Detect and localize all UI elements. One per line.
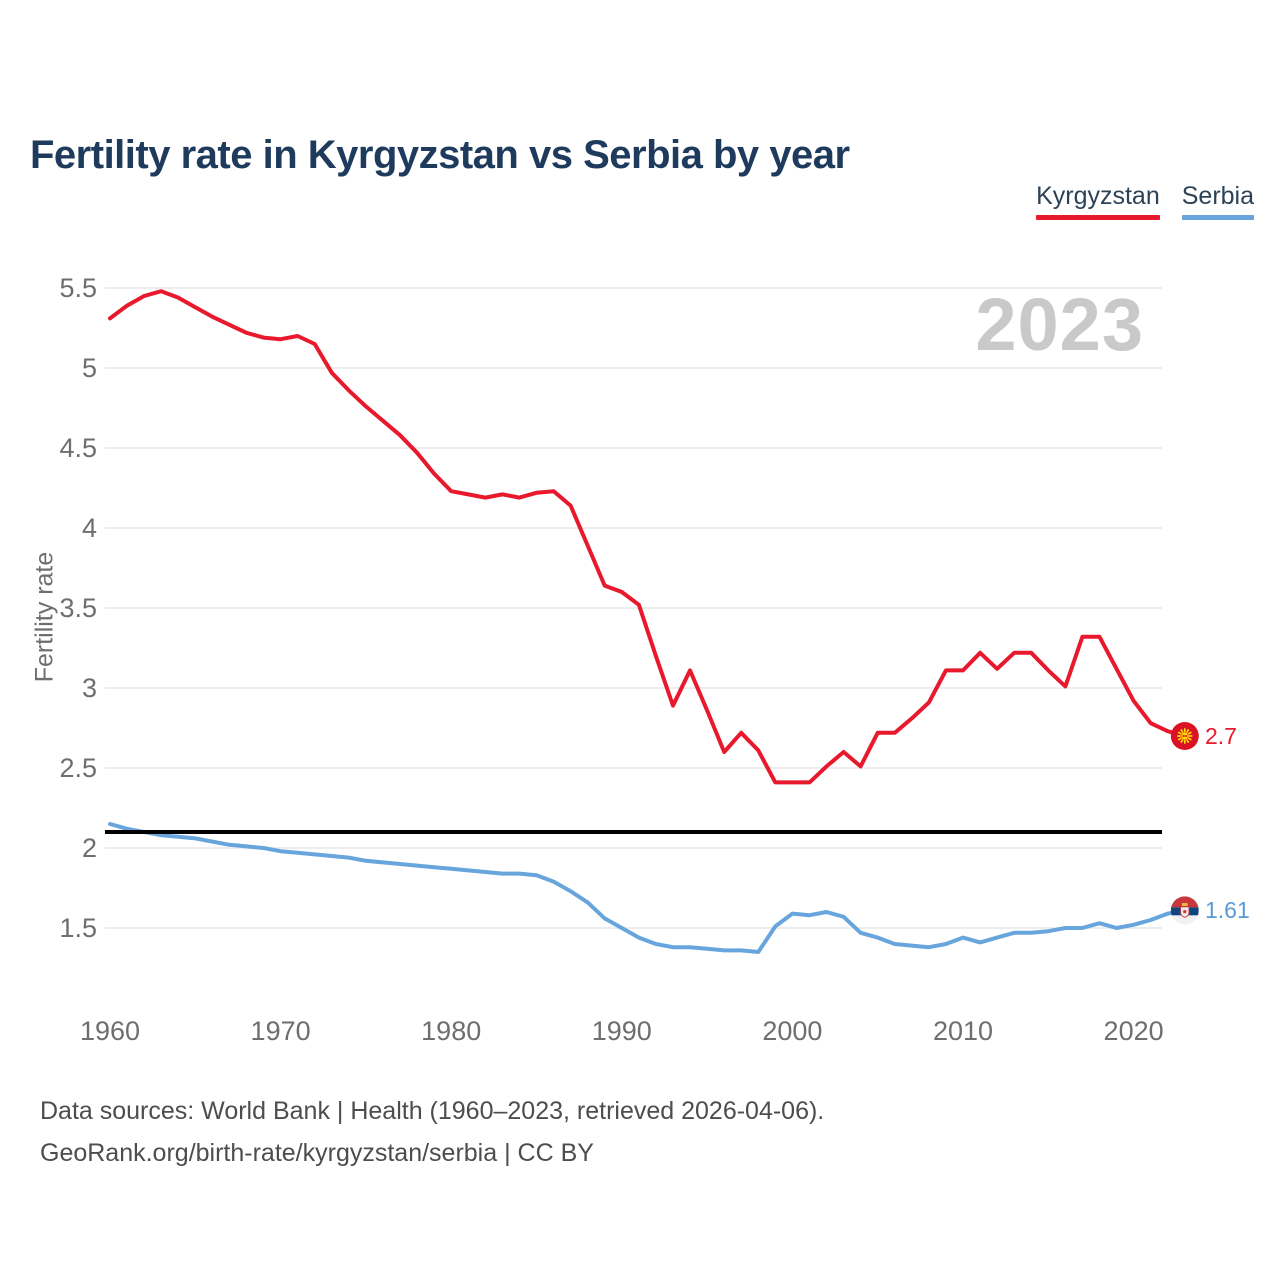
x-tick-label: 1980 bbox=[421, 1016, 481, 1046]
footer-data-sources: Data sources: World Bank | Health (1960–… bbox=[40, 1097, 825, 1125]
legend-label-serbia: Serbia bbox=[1181, 182, 1254, 210]
y-tick-label: 5.5 bbox=[59, 273, 97, 303]
footer-attribution: GeoRank.org/birth-rate/kyrgyzstan/serbia… bbox=[40, 1139, 594, 1167]
x-tick-label: 1990 bbox=[592, 1016, 652, 1046]
x-tick-label: 1970 bbox=[251, 1016, 311, 1046]
y-tick-label: 3.5 bbox=[59, 593, 97, 623]
serbia-flag-marker bbox=[1170, 896, 1199, 925]
y-tick-label: 3 bbox=[82, 673, 97, 703]
x-tick-label: 2020 bbox=[1104, 1016, 1164, 1046]
kyrgyzstan-line bbox=[108, 289, 1187, 785]
legend-label-kyrgyzstan: Kyrgyzstan bbox=[1036, 182, 1160, 210]
y-tick-label: 4.5 bbox=[59, 433, 97, 463]
serbia-line bbox=[108, 822, 1187, 954]
page-title: Fertility rate in Kyrgyzstan vs Serbia b… bbox=[30, 132, 850, 177]
end-value-serbia: 1.61 bbox=[1205, 897, 1250, 923]
kyrgyzstan-flag-marker bbox=[1170, 722, 1199, 750]
y-tick-label: 2.5 bbox=[59, 753, 97, 783]
y-tick-label: 5 bbox=[82, 353, 97, 383]
legend-swatch-serbia bbox=[1181, 215, 1254, 220]
end-value-kyrgyzstan: 2.7 bbox=[1205, 723, 1237, 749]
legend-swatch-kyrgyzstan bbox=[1036, 215, 1160, 220]
x-tick-label: 1960 bbox=[80, 1016, 140, 1046]
footer: Data sources: World Bank | Health (1960–… bbox=[40, 1090, 824, 1174]
watermark-year: 2023 bbox=[975, 283, 1144, 366]
y-tick-label: 4 bbox=[82, 513, 97, 543]
legend-item-kyrgyzstan[interactable]: Kyrgyzstan bbox=[1036, 182, 1160, 220]
x-axis-tick-labels: 1960 1970 1980 1990 2000 2010 2020 bbox=[80, 1016, 1164, 1046]
y-tick-label: 1.5 bbox=[59, 913, 97, 943]
x-tick-label: 2010 bbox=[933, 1016, 993, 1046]
legend: Kyrgyzstan Serbia bbox=[1036, 182, 1254, 220]
gridlines bbox=[105, 287, 1162, 929]
x-tick-label: 2000 bbox=[762, 1016, 822, 1046]
y-tick-label: 2 bbox=[82, 833, 97, 863]
y-axis-tick-labels: 5.5 5 4.5 4 3.5 3 2.5 2 1.5 bbox=[59, 273, 97, 943]
legend-item-serbia[interactable]: Serbia bbox=[1181, 182, 1254, 220]
